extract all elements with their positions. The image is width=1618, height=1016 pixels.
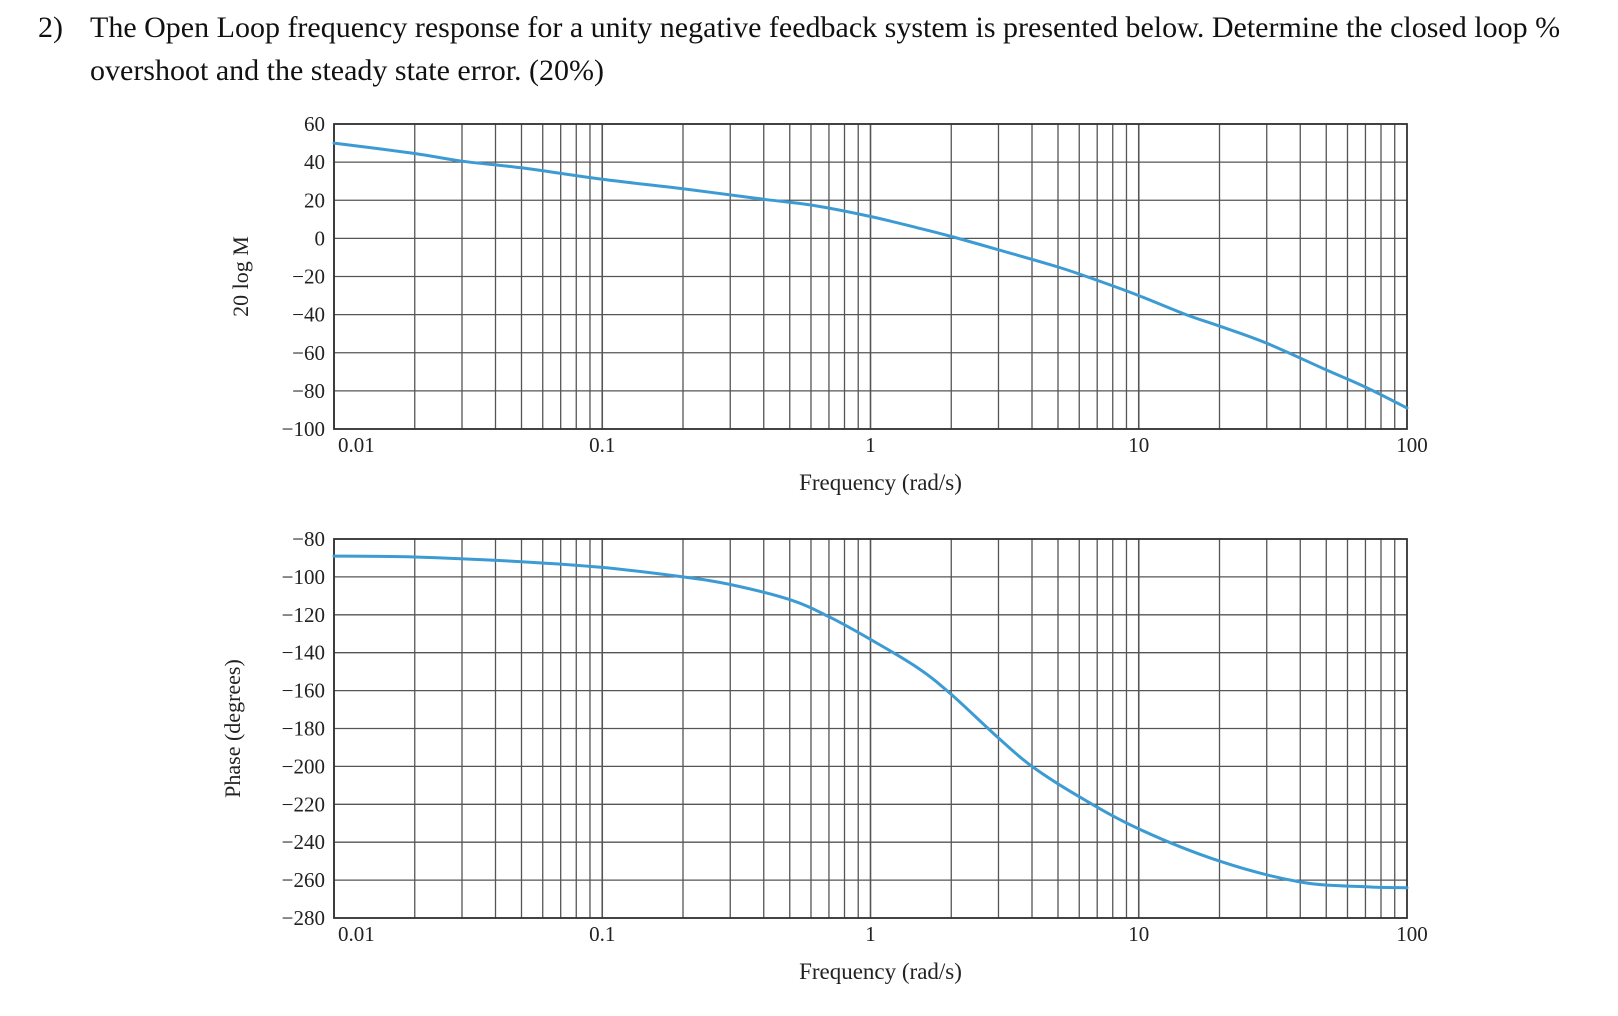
plot-frame: [333, 123, 1408, 430]
x-tick-label: 1: [865, 922, 876, 946]
y-tick-label: −80: [292, 527, 325, 551]
y-tick-label: −180: [282, 717, 325, 741]
y-tick-label: −40: [292, 303, 325, 327]
y-tick-label: 60: [304, 112, 325, 136]
x-tick-label: 0.01: [338, 433, 375, 457]
x-tick-label: 1: [865, 433, 876, 457]
phase-chart: −80 −100 −120 −140 −160 −180 −200 −220 −240 −260 −…: [220, 527, 1428, 984]
y-tick-label: −100: [282, 565, 325, 589]
y-tick-label: 0: [315, 226, 326, 250]
x-tick-label: 100: [1396, 922, 1428, 946]
x-tick-label: 10: [1128, 922, 1149, 946]
x-tick-label: 10: [1128, 433, 1149, 457]
x-tick-label: 0.01: [338, 922, 375, 946]
y-tick-label: −100: [282, 417, 325, 441]
y-tick-label: 20: [304, 188, 325, 212]
y-tick-label: −60: [292, 341, 325, 365]
series-line: [332, 141, 1409, 410]
x-axis-label: Frequency (rad/s): [799, 959, 962, 984]
y-tick-label: −260: [282, 868, 325, 892]
y-tick-label: −280: [282, 906, 325, 930]
y-tick-label: −220: [282, 792, 325, 816]
x-tick-label: 0.1: [589, 433, 615, 457]
y-tick-label: −20: [292, 265, 325, 289]
y-tick-label: −240: [282, 830, 325, 854]
x-tick-label: 100: [1396, 433, 1428, 457]
question-text: The Open Loop frequency response for a u…: [90, 11, 1561, 87]
series-line: [332, 554, 1409, 890]
question-number: 2): [38, 11, 63, 44]
y-tick-label: −120: [282, 603, 325, 627]
y-tick-label: −140: [282, 641, 325, 665]
plot-frame: [333, 538, 1408, 919]
y-axis-label: Phase (degrees): [220, 659, 245, 798]
magnitude-chart: 60 40 20 0 −20 −40 −60 −80 −100 0.01 0.1 1 10 100 Freq…: [228, 112, 1428, 495]
y-tick-label: −80: [292, 379, 325, 403]
y-axis-label: 20 log M: [228, 236, 253, 317]
x-axis-label: Frequency (rad/s): [799, 470, 962, 495]
y-tick-label: −160: [282, 679, 325, 703]
y-tick-label: −200: [282, 754, 325, 778]
y-tick-label: 40: [304, 150, 325, 174]
x-tick-label: 0.1: [589, 922, 615, 946]
